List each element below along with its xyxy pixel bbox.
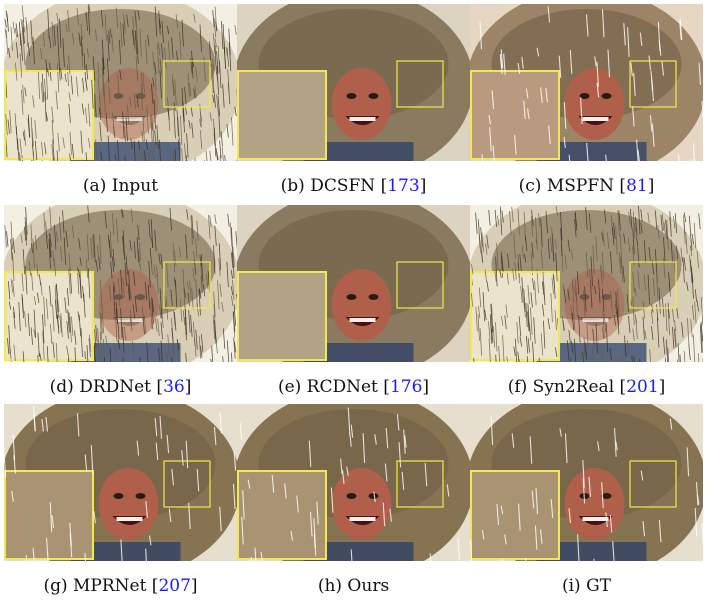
caption-label: (e) RCDNet bbox=[277, 377, 378, 397]
caption-label: (h) Ours bbox=[317, 576, 390, 596]
caption-g: (g) MPRNet [207] bbox=[43, 576, 198, 596]
citation-link[interactable]: 81 bbox=[626, 176, 648, 196]
caption-label: (f) Syn2Real bbox=[507, 377, 615, 397]
caption-label: (b) DCSFN bbox=[280, 176, 376, 196]
citation-link[interactable]: 176 bbox=[389, 377, 423, 397]
caption-label: (a) Input bbox=[82, 176, 159, 196]
caption-i: (i) GT bbox=[470, 576, 703, 596]
caption-h: (h) Ours bbox=[237, 576, 470, 596]
result-image-d bbox=[4, 205, 237, 362]
citation-link[interactable]: 201 bbox=[626, 377, 659, 397]
citation-link[interactable]: 173 bbox=[387, 176, 420, 196]
result-image-h bbox=[237, 404, 470, 561]
result-image-e bbox=[237, 205, 470, 362]
citation-link[interactable]: 207 bbox=[158, 576, 191, 596]
caption-f: (f) Syn2Real [201] bbox=[507, 377, 666, 397]
result-image-b bbox=[237, 4, 470, 161]
caption-label: (c) MSPFN bbox=[518, 176, 615, 196]
caption-label: (g) MPRNet bbox=[43, 576, 147, 596]
caption-label: (d) DRDNet bbox=[49, 377, 152, 397]
result-image-c bbox=[470, 4, 703, 161]
caption-c: (c) MSPFN [81] bbox=[518, 176, 655, 196]
result-image-i bbox=[470, 404, 703, 561]
caption-label: (i) GT bbox=[561, 576, 612, 596]
caption-a: (a) Input bbox=[4, 176, 237, 196]
caption-d: (d) DRDNet [36] bbox=[49, 377, 192, 397]
caption-b: (b) DCSFN [173] bbox=[280, 176, 427, 196]
result-image-a bbox=[4, 4, 237, 161]
result-image-f bbox=[470, 205, 703, 362]
citation-link[interactable]: 36 bbox=[163, 377, 185, 397]
result-image-g bbox=[4, 404, 237, 561]
caption-e: (e) RCDNet [176] bbox=[277, 377, 430, 397]
